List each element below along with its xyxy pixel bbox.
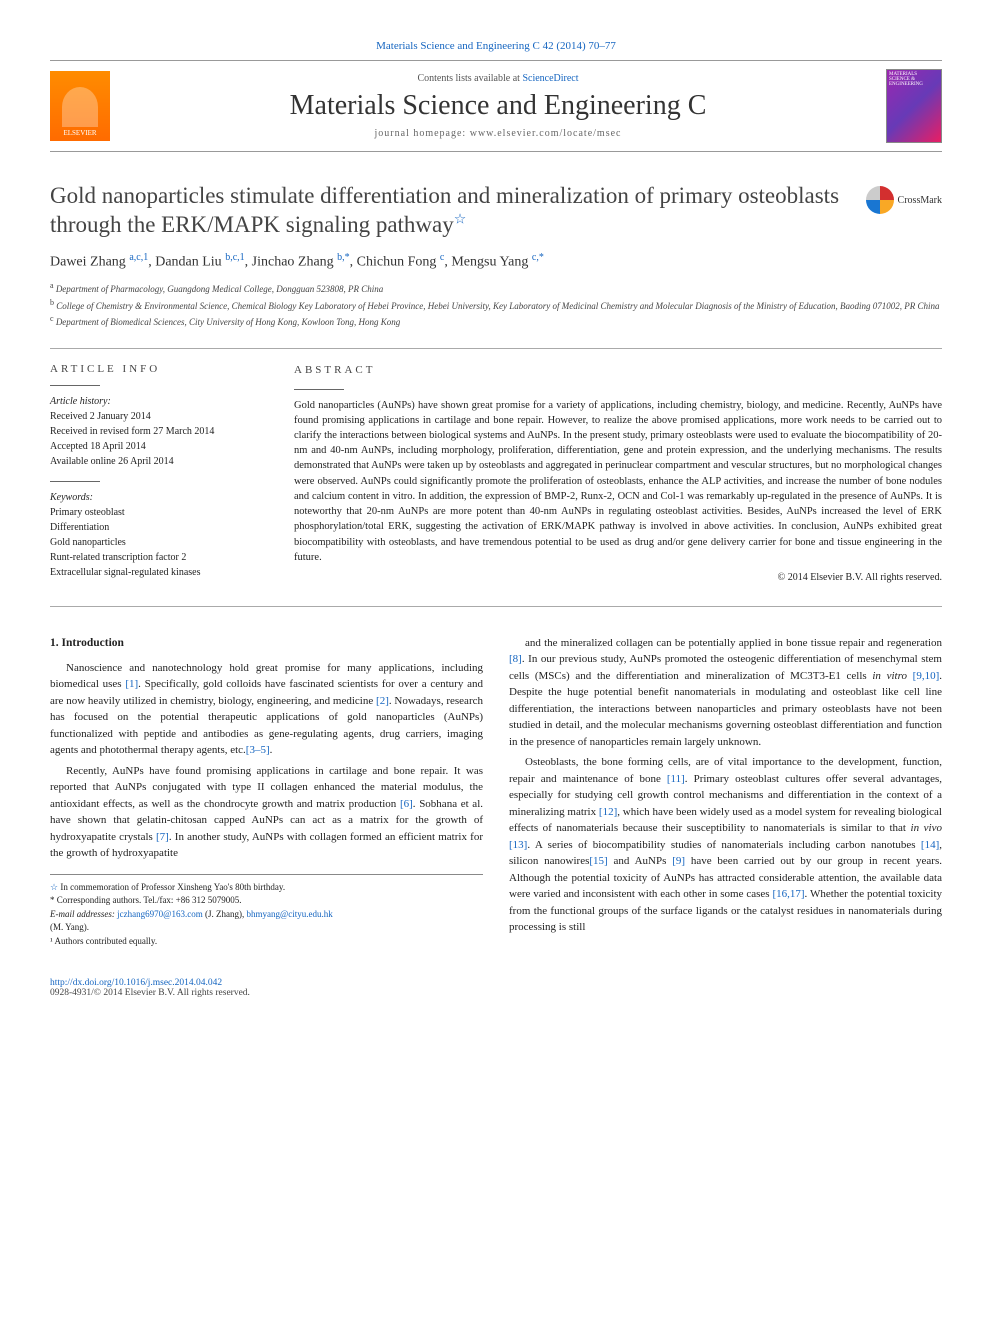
crossmark-label: CrossMark <box>898 195 942 206</box>
ref-link[interactable]: [15] <box>589 855 607 867</box>
ref-link[interactable]: [9] <box>672 855 685 867</box>
keyword: Runt-related transcription factor 2 <box>50 550 264 565</box>
journal-header: ELSEVIER Contents lists available at Sci… <box>50 60 942 152</box>
journal-homepage: journal homepage: www.elsevier.com/locat… <box>110 128 886 139</box>
elsevier-tree-icon <box>62 87 98 127</box>
ref-link[interactable]: [16,17] <box>772 888 804 900</box>
elsevier-logo: ELSEVIER <box>50 71 110 141</box>
keyword: Differentiation <box>50 520 264 535</box>
authors-line: Dawei Zhang a,c,1, Dandan Liu b,c,1, Jin… <box>50 252 942 271</box>
affiliations-block: a Department of Pharmacology, Guangdong … <box>50 280 942 330</box>
abstract-col: abstract Gold nanoparticles (AuNPs) have… <box>280 349 942 606</box>
body-columns: 1. Introduction Nanoscience and nanotech… <box>50 635 942 949</box>
contents-prefix: Contents lists available at <box>417 73 522 84</box>
publisher-name: ELSEVIER <box>63 129 96 137</box>
journal-cover-thumbnail: MATERIALS SCIENCE & ENGINEERING <box>886 69 942 143</box>
paper-title: Gold nanoparticles stimulate differentia… <box>50 182 846 240</box>
online-date: Available online 26 April 2014 <box>50 454 264 469</box>
title-text: Gold nanoparticles stimulate differentia… <box>50 183 839 237</box>
ref-link[interactable]: [1] <box>125 678 138 690</box>
abstract-text: Gold nanoparticles (AuNPs) have shown gr… <box>294 398 942 565</box>
intro-para-3: and the mineralized collagen can be pote… <box>509 635 942 751</box>
footnote-commemoration: ☆ In commemoration of Professor Xinsheng… <box>50 881 483 895</box>
article-info-heading: article info <box>50 363 264 375</box>
crossmark-icon <box>866 186 894 214</box>
info-abstract-row: article info Article history: Received 2… <box>50 348 942 607</box>
ref-link[interactable]: [2] <box>376 695 389 707</box>
abstract-copyright: © 2014 Elsevier B.V. All rights reserved… <box>294 571 942 586</box>
crossmark-badge[interactable]: CrossMark <box>866 186 942 214</box>
section-1-heading: 1. Introduction <box>50 635 483 652</box>
affiliation-c: c Department of Biomedical Sciences, Cit… <box>50 313 942 330</box>
footnote-email-who: (M. Yang). <box>50 921 483 935</box>
homepage-url[interactable]: www.elsevier.com/locate/msec <box>470 128 622 139</box>
keyword: Primary osteoblast <box>50 505 264 520</box>
affiliation-b: b College of Chemistry & Environmental S… <box>50 297 942 314</box>
title-footnote-star: ☆ <box>454 212 467 227</box>
keywords-label: Keywords: <box>50 490 264 505</box>
affiliation-a: a Department of Pharmacology, Guangdong … <box>50 280 942 297</box>
footnote-emails: E-mail addresses: jczhang6970@163.com (J… <box>50 908 483 922</box>
divider <box>50 481 100 482</box>
history-label: Article history: <box>50 394 264 409</box>
running-head: Materials Science and Engineering C 42 (… <box>50 40 942 52</box>
revised-date: Received in revised form 27 March 2014 <box>50 424 264 439</box>
intro-para-4: Osteoblasts, the bone forming cells, are… <box>509 754 942 936</box>
divider <box>294 389 344 390</box>
intro-para-2: Recently, AuNPs have found promising app… <box>50 763 483 862</box>
keyword: Gold nanoparticles <box>50 535 264 550</box>
abstract-heading: abstract <box>294 363 942 379</box>
intro-para-1: Nanoscience and nanotechnology hold grea… <box>50 660 483 759</box>
page-footer: http://dx.doi.org/10.1016/j.msec.2014.04… <box>50 978 942 998</box>
accepted-date: Accepted 18 April 2014 <box>50 439 264 454</box>
sciencedirect-link[interactable]: ScienceDirect <box>522 73 578 84</box>
issn-copyright: 0928-4931/© 2014 Elsevier B.V. All right… <box>50 988 942 998</box>
ref-link[interactable]: [14] <box>921 839 939 851</box>
keywords-block: Keywords: Primary osteoblast Differentia… <box>50 490 264 580</box>
doi-link[interactable]: http://dx.doi.org/10.1016/j.msec.2014.04… <box>50 978 222 988</box>
ref-link[interactable]: [9,10] <box>907 670 939 682</box>
received-date: Received 2 January 2014 <box>50 409 264 424</box>
keyword: Extracellular signal-regulated kinases <box>50 565 264 580</box>
ref-link[interactable]: [7] <box>156 831 169 843</box>
article-info-col: article info Article history: Received 2… <box>50 349 280 606</box>
article-history: Article history: Received 2 January 2014… <box>50 394 264 469</box>
ref-link[interactable]: [12] <box>599 806 617 818</box>
email-link[interactable]: bhmyang@cityu.edu.hk <box>246 909 332 919</box>
divider <box>50 385 100 386</box>
footnotes-block: ☆ In commemoration of Professor Xinsheng… <box>50 874 483 949</box>
homepage-label: journal homepage: <box>375 128 470 139</box>
contents-list-line: Contents lists available at ScienceDirec… <box>110 73 886 84</box>
ref-link[interactable]: [13] <box>509 839 527 851</box>
footnote-corresponding: * Corresponding authors. Tel./fax: +86 3… <box>50 894 483 908</box>
footnote-equal-contrib: ¹ Authors contributed equally. <box>50 935 483 949</box>
title-row: Gold nanoparticles stimulate differentia… <box>50 182 942 240</box>
journal-name: Materials Science and Engineering C <box>110 90 886 122</box>
ref-link[interactable]: [8] <box>509 653 522 665</box>
ref-link[interactable]: [11] <box>667 773 685 785</box>
email-link[interactable]: jczhang6970@163.com <box>117 909 203 919</box>
ref-link[interactable]: [3–5] <box>246 744 270 756</box>
ref-link[interactable]: [6] <box>400 798 413 810</box>
header-center: Contents lists available at ScienceDirec… <box>110 73 886 139</box>
